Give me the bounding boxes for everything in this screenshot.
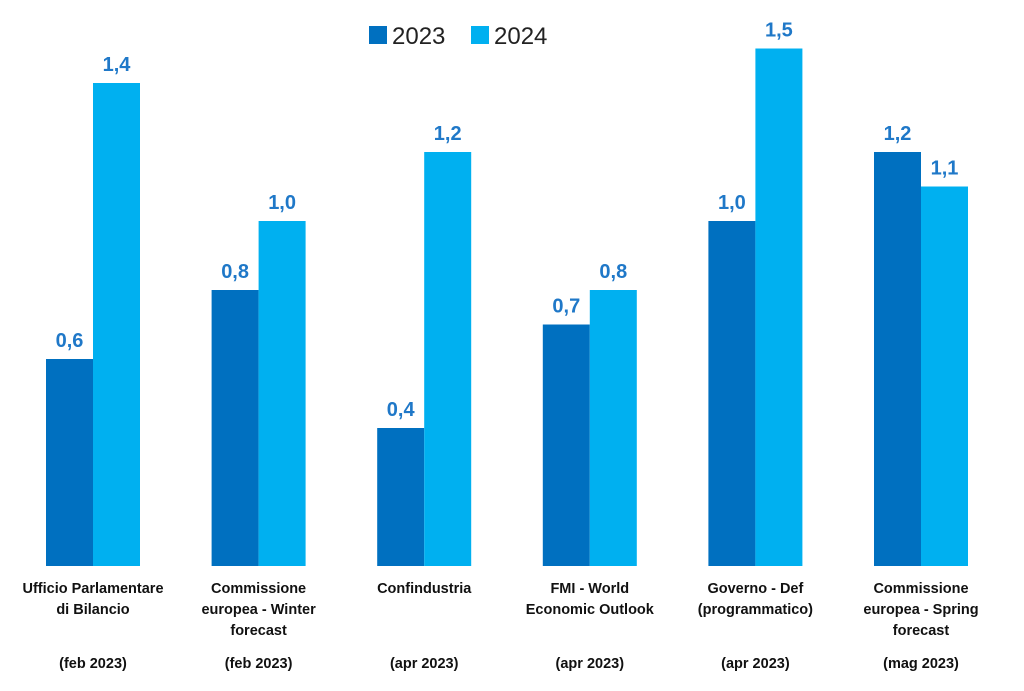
category-date-4: (apr 2023) xyxy=(721,656,790,672)
value-label-2024-3: 0,8 xyxy=(599,261,627,283)
category-label-0-line-1: di Bilancio xyxy=(56,602,129,618)
category-label-1-line-2: forecast xyxy=(230,623,287,639)
bar-2023-1 xyxy=(211,290,259,566)
legend-label-2024: 2024 xyxy=(494,23,547,50)
bar-2023-2 xyxy=(377,428,425,566)
category-label-1-line-1: europea - Winter xyxy=(201,602,316,618)
bar-2024-2 xyxy=(424,152,472,566)
category-date-2: (apr 2023) xyxy=(390,656,459,672)
value-label-2024-0: 1,4 xyxy=(103,54,132,76)
value-label-2023-2: 0,4 xyxy=(387,399,416,421)
bar-2024-4 xyxy=(755,48,803,566)
category-date-3: (apr 2023) xyxy=(556,656,625,672)
bar-2024-5 xyxy=(921,186,968,566)
category-label-0-line-0: Ufficio Parlamentare xyxy=(22,581,163,597)
value-label-2024-5: 1,1 xyxy=(931,158,959,180)
category-label-5-line-2: forecast xyxy=(893,623,950,639)
value-label-2023-4: 1,0 xyxy=(718,192,746,214)
category-label-3-line-1: Economic Outlook xyxy=(526,602,655,618)
bar-2023-5 xyxy=(874,152,921,566)
value-labels-layer: 0,6 1,4 0,8 1,0 0,4 1,2 0,7 0,8 1,0 1,5 1,2 1,1 xyxy=(56,20,959,422)
category-label-1-line-0: Commissione xyxy=(211,581,306,597)
bar-2023-0 xyxy=(46,359,93,566)
category-date-0: (feb 2023) xyxy=(59,656,127,672)
bar-2024-0 xyxy=(93,83,140,566)
category-label-3-line-0: FMI - World xyxy=(550,581,629,597)
value-label-2024-1: 1,0 xyxy=(268,192,296,214)
value-label-2023-5: 1,2 xyxy=(884,123,912,145)
bar-2023-4 xyxy=(708,221,756,566)
category-label-5-line-0: Commissione xyxy=(873,581,968,597)
category-label-4-line-0: Governo - Def xyxy=(707,581,803,597)
bar-2024-1 xyxy=(258,221,306,566)
value-label-2023-1: 0,8 xyxy=(221,261,249,283)
value-label-2024-2: 1,2 xyxy=(434,123,462,145)
value-label-2023-0: 0,6 xyxy=(56,330,84,352)
category-label-2-line-0: Confindustria xyxy=(377,581,472,597)
value-label-2024-4: 1,5 xyxy=(765,20,793,42)
bars-layer xyxy=(46,48,968,566)
bar-2024-3 xyxy=(589,290,637,566)
legend-swatch-2023 xyxy=(369,26,387,44)
legend-swatch-2024 xyxy=(471,26,489,44)
category-date-5: (mag 2023) xyxy=(883,656,959,672)
bar-2023-3 xyxy=(542,324,590,566)
value-label-2023-3: 0,7 xyxy=(552,296,580,318)
category-label-4-line-1: (programmatico) xyxy=(698,602,813,618)
legend: 2023 2024 xyxy=(369,23,547,50)
category-labels-layer: Ufficio Parlamentare di Bilancio (feb 2023… xyxy=(22,581,978,672)
category-date-1: (feb 2023) xyxy=(225,656,293,672)
legend-label-2023: 2023 xyxy=(392,23,445,50)
category-label-5-line-1: europea - Spring xyxy=(863,602,978,618)
